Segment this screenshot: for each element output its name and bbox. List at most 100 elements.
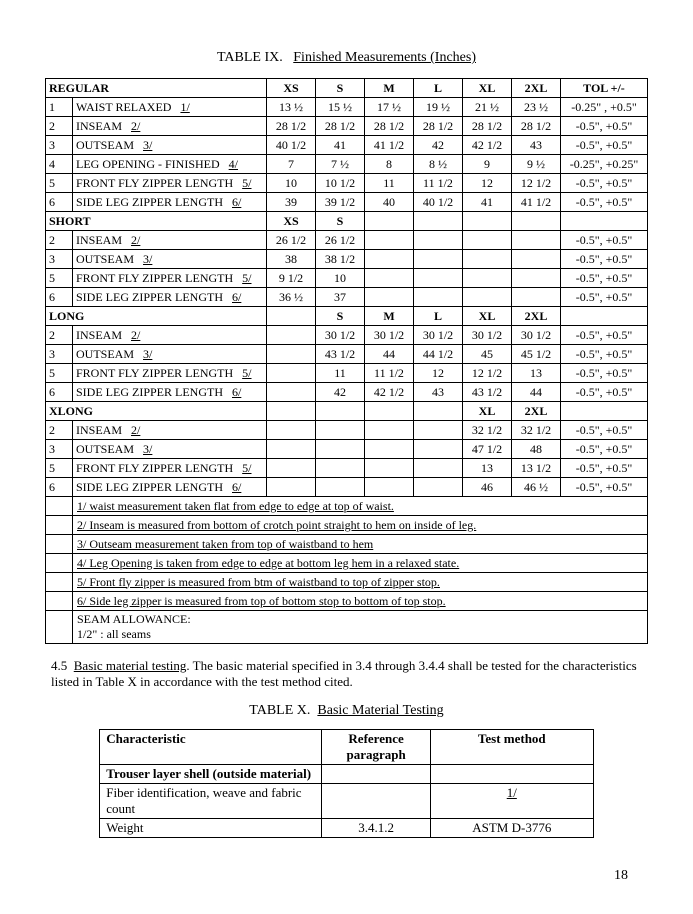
measurement-value: 17 ½ <box>365 98 414 117</box>
xlong-label: XLONG <box>46 402 267 421</box>
measurement-value: 41 1/2 <box>365 136 414 155</box>
measurement-value: 42 <box>414 136 463 155</box>
long-header: LONG S M L XL 2XL <box>46 307 648 326</box>
measurement-value <box>463 288 512 307</box>
measurement-row: 5FRONT FLY ZIPPER LENGTH 5/1010 1/21111 … <box>46 174 648 193</box>
long-label: LONG <box>46 307 267 326</box>
measurement-value <box>365 269 414 288</box>
measurement-value <box>365 440 414 459</box>
measurement-value: 39 <box>267 193 316 212</box>
measurement-value: 40 1/2 <box>267 136 316 155</box>
measurement-value <box>365 250 414 269</box>
short-header: SHORT XS S <box>46 212 648 231</box>
tolerance-value: -0.5", +0.5" <box>561 345 648 364</box>
measurement-row: 6SIDE LEG ZIPPER LENGTH 6/3939 1/24040 1… <box>46 193 648 212</box>
measurement-value <box>267 383 316 402</box>
measurement-value <box>414 231 463 250</box>
tolerance-value: -0.5", +0.5" <box>561 117 648 136</box>
row-label: OUTSEAM 3/ <box>73 440 267 459</box>
row-number: 6 <box>46 478 73 497</box>
tolerance-value: -0.5", +0.5" <box>561 459 648 478</box>
row-label: OUTSEAM 3/ <box>73 250 267 269</box>
row-number: 5 <box>46 174 73 193</box>
row-number: 3 <box>46 136 73 155</box>
row-label: SIDE LEG ZIPPER LENGTH 6/ <box>73 193 267 212</box>
measurement-value: 43 1/2 <box>463 383 512 402</box>
measurement-value: 21 ½ <box>463 98 512 117</box>
measurement-value: 12 1/2 <box>512 174 561 193</box>
measurement-value <box>512 250 561 269</box>
title-prefix: TABLE IX. <box>217 50 283 65</box>
regular-header: REGULAR XS S M L XL 2XL TOL +/- <box>46 79 648 98</box>
row-label: FRONT FLY ZIPPER LENGTH 5/ <box>73 459 267 478</box>
test-col-characteristic: Characteristic <box>100 730 322 765</box>
measurement-value: 45 <box>463 345 512 364</box>
measurement-row: 2INSEAM 2/26 1/226 1/2-0.5", +0.5" <box>46 231 648 250</box>
measurement-value <box>414 440 463 459</box>
tolerance-value: -0.5", +0.5" <box>561 478 648 497</box>
xlong-header: XLONG XL 2XL <box>46 402 648 421</box>
measurement-value: 8 ½ <box>414 155 463 174</box>
row-label: FRONT FLY ZIPPER LENGTH 5/ <box>73 174 267 193</box>
seam-allowance: SEAM ALLOWANCE: 1/2" : all seams <box>73 611 648 644</box>
row-number: 4 <box>46 155 73 174</box>
row-number: 6 <box>46 383 73 402</box>
measurement-value: 11 <box>316 364 365 383</box>
measurement-value: 28 1/2 <box>463 117 512 136</box>
measurement-value: 41 <box>463 193 512 212</box>
tolerance-value: -0.5", +0.5" <box>561 364 648 383</box>
measurement-value: 12 <box>414 364 463 383</box>
measurement-value: 28 1/2 <box>267 117 316 136</box>
tolerance-value: -0.5", +0.5" <box>561 326 648 345</box>
measurement-value: 26 1/2 <box>267 231 316 250</box>
tolerance-value: -0.5", +0.5" <box>561 250 648 269</box>
measurement-value: 46 <box>463 478 512 497</box>
measurement-value: 44 1/2 <box>414 345 463 364</box>
row-label: SIDE LEG ZIPPER LENGTH 6/ <box>73 288 267 307</box>
measurement-value <box>316 421 365 440</box>
row-number: 2 <box>46 421 73 440</box>
tolerance-value: -0.5", +0.5" <box>561 383 648 402</box>
test-row-fiber: Fiber identification, weave and fabric c… <box>100 784 593 819</box>
row-number: 3 <box>46 345 73 364</box>
measurement-value: 41 1/2 <box>512 193 561 212</box>
measurement-value: 11 <box>365 174 414 193</box>
row-number: 3 <box>46 440 73 459</box>
measurement-value: 28 1/2 <box>414 117 463 136</box>
row-label: WAIST RELAXED 1/ <box>73 98 267 117</box>
measurement-value <box>267 345 316 364</box>
measurement-value: 10 1/2 <box>316 174 365 193</box>
test-row-shell: Trouser layer shell (outside material) <box>100 765 593 784</box>
measurement-value: 42 1/2 <box>463 136 512 155</box>
note-2: 2/ Inseam is measured from bottom of cro… <box>73 516 648 535</box>
row-label: FRONT FLY ZIPPER LENGTH 5/ <box>73 269 267 288</box>
row-number: 2 <box>46 231 73 250</box>
measurement-value: 30 1/2 <box>414 326 463 345</box>
row-label: SIDE LEG ZIPPER LENGTH 6/ <box>73 478 267 497</box>
measurement-value: 48 <box>512 440 561 459</box>
measurement-value <box>267 478 316 497</box>
measurement-value: 7 ½ <box>316 155 365 174</box>
measurement-value <box>512 231 561 250</box>
measurement-value: 11 1/2 <box>414 174 463 193</box>
measurement-value <box>365 231 414 250</box>
row-number: 1 <box>46 98 73 117</box>
measurement-value <box>267 440 316 459</box>
measurement-row: 3OUTSEAM 3/43 1/24444 1/24545 1/2-0.5", … <box>46 345 648 364</box>
row-number: 3 <box>46 250 73 269</box>
measurement-value: 40 1/2 <box>414 193 463 212</box>
test-table: Characteristic Reference paragraph Test … <box>99 729 593 838</box>
measurement-value: 44 <box>365 345 414 364</box>
measurement-row: 2INSEAM 2/30 1/230 1/230 1/230 1/230 1/2… <box>46 326 648 345</box>
measurement-value: 46 ½ <box>512 478 561 497</box>
measurement-value: 11 1/2 <box>365 364 414 383</box>
test-row-weight: Weight 3.4.1.2 ASTM D-3776 <box>100 819 593 838</box>
tolerance-value: -0.5", +0.5" <box>561 231 648 250</box>
measurement-value: 39 1/2 <box>316 193 365 212</box>
tolerance-value: -0.5", +0.5" <box>561 440 648 459</box>
measurement-value: 30 1/2 <box>316 326 365 345</box>
measurement-value <box>414 421 463 440</box>
measurement-value <box>316 459 365 478</box>
measurement-value: 44 <box>512 383 561 402</box>
measurement-row: 5FRONT FLY ZIPPER LENGTH 5/9 1/210-0.5",… <box>46 269 648 288</box>
